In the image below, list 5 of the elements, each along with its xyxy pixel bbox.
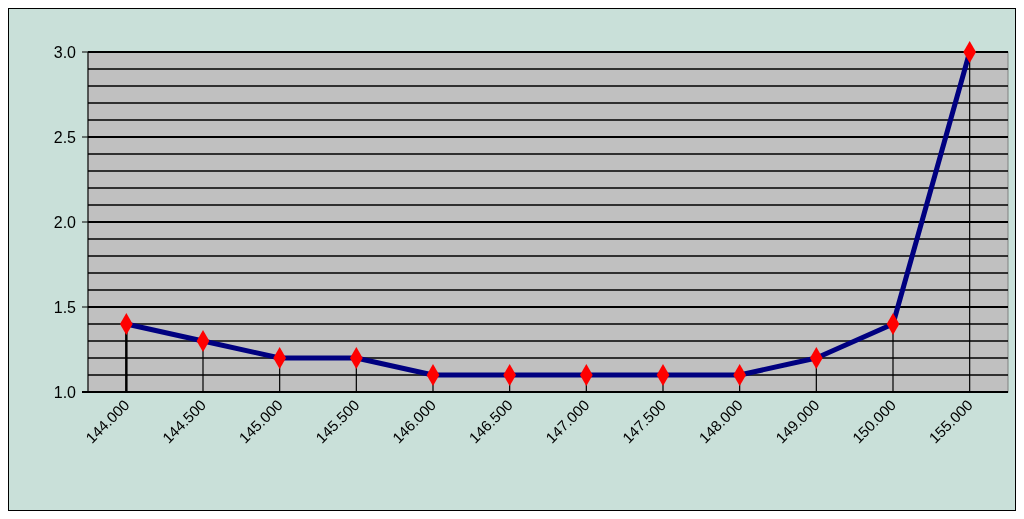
y-tick-label: 2.5 — [53, 128, 77, 146]
y-tick-label: 2.0 — [53, 213, 77, 231]
y-tick-label: 1.0 — [53, 383, 77, 401]
y-tick-label: 3.0 — [53, 43, 77, 61]
y-tick-label: 1.5 — [53, 298, 77, 316]
